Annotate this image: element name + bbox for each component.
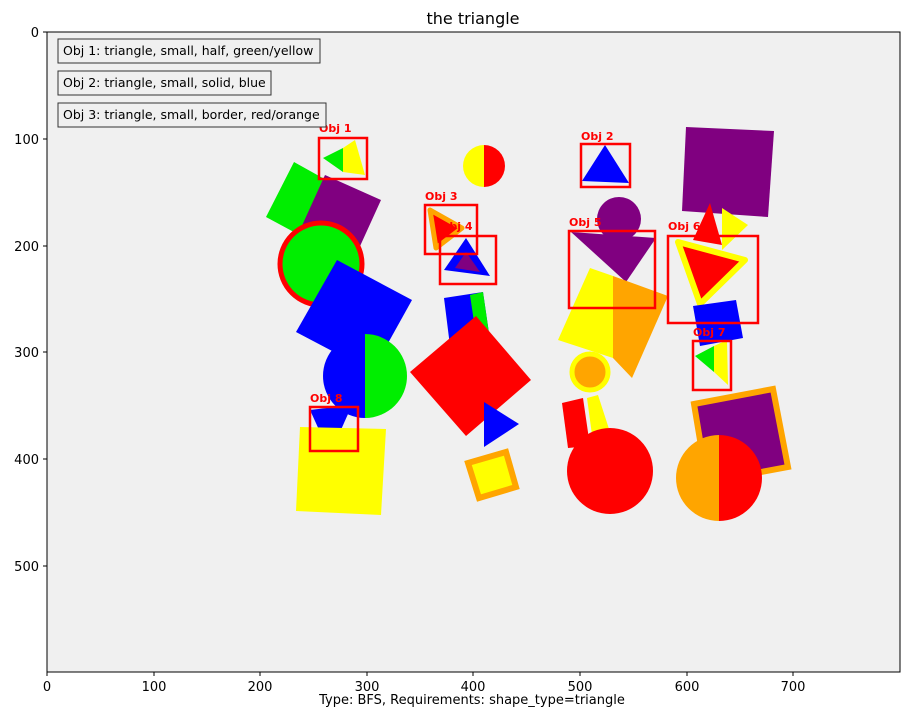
yellow-shape <box>587 395 610 435</box>
y-tick-200: 200 <box>14 240 39 255</box>
x-tick-200: 200 <box>248 680 273 695</box>
x-tick-400: 400 <box>461 680 486 695</box>
plot-area: Obj 1 Obj 2 Obj 3 Obj 4 Obj 5 Obj 6 Obj … <box>46 31 901 673</box>
label-obj4: Obj 4 <box>440 220 473 233</box>
x-tick-0: 0 <box>43 680 51 695</box>
x-tick-500: 500 <box>568 680 593 695</box>
triangle-obj7-yellow <box>714 340 728 385</box>
half-circle-yellow <box>463 145 484 187</box>
triangle-obj2 <box>582 145 629 183</box>
red-shape <box>562 398 590 448</box>
bounding-boxes <box>308 136 760 453</box>
x-tick-300: 300 <box>355 680 380 695</box>
triangle-obj8 <box>310 405 352 432</box>
y-axis: 0 100 200 300 400 500 <box>14 26 47 575</box>
y-tick-400: 400 <box>14 453 39 468</box>
label-obj2: Obj 2 <box>581 130 613 143</box>
label-obj7: Obj 7 <box>693 326 725 339</box>
triangle-obj4-inner <box>455 252 480 272</box>
yellow-square-bottom-left <box>296 427 386 515</box>
blue-triangle-center <box>484 402 519 447</box>
legend-box-1 <box>57 38 321 64</box>
legend-item-1: Obj 1: triangle, small, half, green/yell… <box>63 43 313 58</box>
triangle-obj1-green <box>323 148 343 172</box>
half-circle-red <box>484 145 505 187</box>
label-obj8: Obj 8 <box>310 392 342 405</box>
legend-item-2: Obj 2: triangle, small, solid, blue <box>63 75 266 90</box>
bbox-obj7 <box>691 339 733 392</box>
label-obj3: Obj 3 <box>425 190 457 203</box>
y-tick-0: 0 <box>31 26 39 41</box>
label-obj5: Obj 5 <box>569 216 601 229</box>
plot-title: the triangle <box>426 9 519 28</box>
triangle-obj6 <box>675 239 748 307</box>
triangle-obj5 <box>571 232 656 282</box>
bbox-obj5 <box>567 229 657 310</box>
x-tick-100: 100 <box>142 680 167 695</box>
triangle-obj3 <box>427 207 465 251</box>
bbox-obj2 <box>579 142 632 189</box>
red-diamond <box>410 316 531 436</box>
x-tick-600: 600 <box>675 680 700 695</box>
orange-circle-yellow-border <box>569 351 611 393</box>
triangle-obj7-green <box>695 346 714 372</box>
bbox-obj3 <box>423 203 479 256</box>
legend-box-2 <box>57 70 272 96</box>
y-tick-300: 300 <box>14 346 39 361</box>
half-circle-green <box>365 334 407 418</box>
x-tick-700: 700 <box>781 680 806 695</box>
legend-item-3: Obj 3: triangle, small, border, red/oran… <box>63 107 320 122</box>
bbox-labels: Obj 1 Obj 2 Obj 3 Obj 4 Obj 5 Obj 6 Obj … <box>310 122 725 405</box>
bbox-obj4 <box>438 234 498 286</box>
bbox-obj1 <box>317 136 369 181</box>
triangle-obj1-yellow <box>343 140 365 175</box>
bbox-obj8 <box>308 405 360 453</box>
red-circle-bottom <box>567 428 653 514</box>
y-tick-500: 500 <box>14 560 39 575</box>
y-tick-100: 100 <box>14 133 39 148</box>
yellow-square-orange-border <box>464 448 520 502</box>
yellow-square-center <box>558 268 613 358</box>
triangle-obj6-yellow-top <box>722 208 748 250</box>
half-circle-blue <box>323 334 365 418</box>
legend-box-3 <box>57 102 327 128</box>
half-circle-red-right <box>719 435 762 521</box>
x-axis: 0 100 200 300 400 500 600 700 <box>43 672 806 695</box>
half-circle-orange <box>676 435 719 521</box>
purple-square-top-right <box>682 127 774 217</box>
triangle-obj6-red-top <box>693 203 722 245</box>
label-obj1: Obj 1 <box>319 122 351 135</box>
legend: Obj 1: triangle, small, half, green/yell… <box>57 38 327 128</box>
bbox-obj6 <box>666 234 760 325</box>
label-obj6: Obj 6 <box>668 220 701 233</box>
caption: Type: BFS, Requirements: shape_type=tria… <box>318 693 625 708</box>
